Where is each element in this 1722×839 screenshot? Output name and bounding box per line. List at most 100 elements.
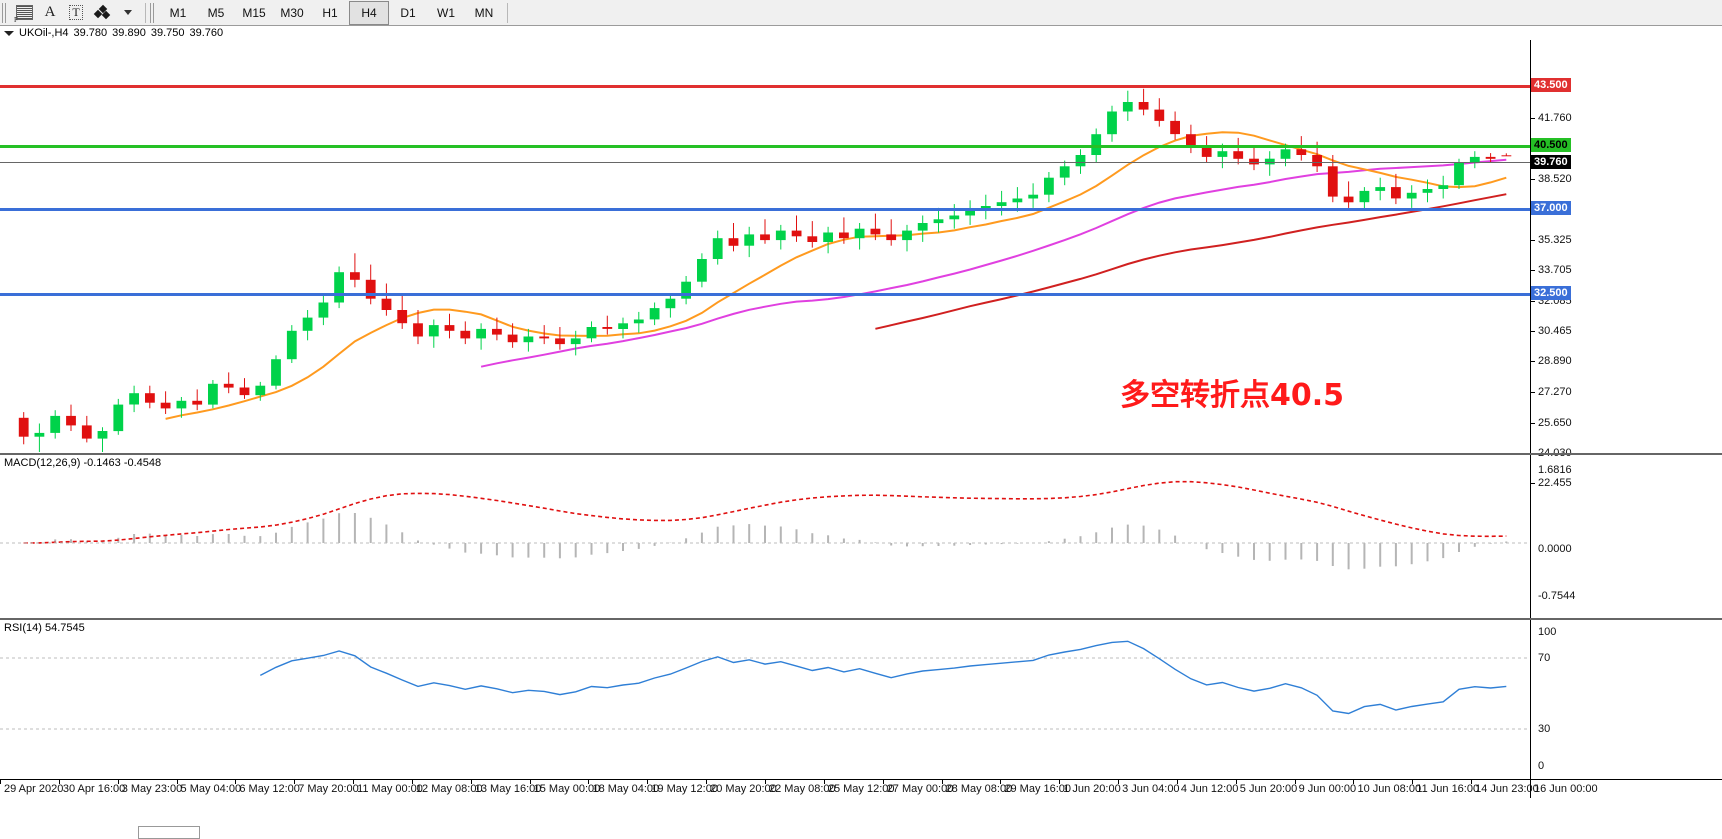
objects-icon[interactable] <box>89 2 115 24</box>
price-tick <box>1531 117 1535 119</box>
macd-pane[interactable]: MACD(12,26,9) -0.1463 -0.4548 1.6816 0.0… <box>0 453 1722 617</box>
symbol-info-bar: UKOil-,H4 39.780 39.890 39.750 39.760 <box>0 26 1722 40</box>
timeframe-m5[interactable]: M5 <box>207 5 225 20</box>
timeframe-m1[interactable]: M1 <box>169 5 187 20</box>
level-line-39760 <box>0 162 1530 163</box>
price-tick <box>1531 331 1535 333</box>
time-tick <box>1059 780 1061 784</box>
level-line-43500 <box>0 85 1530 88</box>
symbol-name: UKOil-,H4 <box>19 27 69 39</box>
time-tick-label: 27 May 00:00 <box>886 783 954 795</box>
time-tick <box>0 780 1 784</box>
price-tick-label: 35.325 <box>1538 233 1572 246</box>
time-tick-label: 30 Apr 16:00 <box>62 783 126 795</box>
ohlc-high: 39.890 <box>112 27 146 39</box>
time-axis[interactable]: 29 Apr 2020 30 Apr 16:00 3 May 23:00 5 May … <box>0 779 1722 799</box>
time-tick <box>294 780 296 784</box>
timeframe-m15[interactable]: M15 <box>242 5 266 20</box>
price-tick-label: 38.520 <box>1538 173 1572 186</box>
timeframe-d1[interactable]: D1 <box>400 5 416 20</box>
macd-axis-zero: 0.0000 <box>1538 543 1572 555</box>
macd-series-svg <box>0 480 1530 570</box>
ohlc-open: 39.780 <box>73 27 108 39</box>
price-tick <box>1531 361 1535 363</box>
time-tick <box>1471 780 1473 784</box>
time-tick-label: 15 May 00:00 <box>533 783 601 795</box>
time-tick <box>529 780 531 784</box>
macd-plot <box>0 455 1530 615</box>
time-tick-label: 7 May 20:00 <box>298 783 359 795</box>
time-tick-label: 25 May 12:00 <box>827 783 895 795</box>
timeframe-m30[interactable]: M30 <box>280 5 304 20</box>
status-bar <box>0 826 1722 839</box>
crosshair-grid-icon[interactable]: F <box>11 2 37 24</box>
price-tick-label: 27.270 <box>1538 385 1572 398</box>
price-tick-label: 33.705 <box>1538 264 1572 277</box>
timeframe-w1[interactable]: W1 <box>437 5 455 20</box>
price-tick <box>1531 239 1535 241</box>
timeframe-mn[interactable]: MN <box>474 5 494 20</box>
time-tick <box>411 780 413 784</box>
time-tick <box>117 780 119 784</box>
price-tick <box>1531 391 1535 393</box>
macd-axis-min: -0.7544 <box>1538 590 1576 602</box>
price-tick-label: 28.890 <box>1538 355 1572 368</box>
timeframe-grip[interactable] <box>150 2 156 23</box>
chevron-down-icon[interactable] <box>115 2 141 24</box>
price-tag-43500: 43.500 <box>1531 78 1571 92</box>
time-tick-label: 19 May 12:00 <box>651 783 718 795</box>
time-tick-label: 11 May 00:00 <box>357 783 423 795</box>
price-tick-label: 41.760 <box>1538 111 1572 124</box>
time-tick-label: 1 Jun 20:00 <box>1063 783 1121 795</box>
timeframe-h4[interactable]: H4 <box>349 0 389 25</box>
time-tick-label: 11 Jun 16:00 <box>1416 783 1480 795</box>
time-tick-label: 9 Jun 00:00 <box>1298 783 1357 795</box>
time-tick-label: 16 Jun 00:00 <box>1534 783 1598 795</box>
main-toolbar[interactable]: F A T M1 M5 M15 M30 H1 H4 D1 W1 MN <box>0 0 1722 26</box>
price-tag-39760: 39.760 <box>1531 155 1571 169</box>
time-tick <box>176 780 178 784</box>
text-box-icon[interactable]: T <box>63 2 89 24</box>
macd-axis-max: 1.6816 <box>1538 464 1572 476</box>
toolbar-divider-2 <box>507 2 508 23</box>
level-line-32500 <box>0 293 1530 296</box>
time-tick <box>1353 780 1355 784</box>
timeframe-h1[interactable]: H1 <box>322 5 338 20</box>
price-pane[interactable] <box>0 40 1530 452</box>
time-tick <box>1176 780 1178 784</box>
time-tick-label: 6 May 12:00 <box>239 783 300 795</box>
price-tick-label: 22.455 <box>1538 476 1572 489</box>
toolbar-divider <box>145 2 146 23</box>
time-tick <box>1530 780 1531 784</box>
text-label-icon[interactable]: A <box>44 4 56 20</box>
time-tick-label: 5 Jun 20:00 <box>1239 783 1298 795</box>
time-tick-label: 12 May 08:00 <box>415 783 483 795</box>
rsi-axis-30: 30 <box>1538 723 1551 735</box>
price-tick-label: 30.465 <box>1538 325 1572 338</box>
price-tag-37000: 37.000 <box>1531 201 1571 215</box>
chart-area[interactable]: 多空转折点40.5 41.760 38.520 35.325 33.705 32.085… <box>0 40 1722 839</box>
rsi-plot <box>0 620 1530 779</box>
rsi-pane[interactable]: RSI(14) 54.7545 100 70 30 0 <box>0 618 1722 781</box>
rsi-axis-0: 0 <box>1538 760 1545 772</box>
time-tick-label: 13 May 16:00 <box>474 783 542 795</box>
level-line-37000 <box>0 208 1530 211</box>
toolbar-grip[interactable] <box>2 2 8 23</box>
price-tick-label: 25.650 <box>1538 416 1572 429</box>
time-tick-label: 18 May 04:00 <box>592 783 660 795</box>
price-tick <box>1531 179 1535 181</box>
time-tick-label: 5 May 04:00 <box>180 783 242 795</box>
status-box <box>138 826 200 839</box>
price-tick <box>1531 422 1535 424</box>
time-tick-label: 29 Apr 2020 <box>4 783 64 795</box>
time-tick-label: 10 Jun 08:00 <box>1357 783 1422 795</box>
time-tick <box>647 780 649 784</box>
price-tick <box>1531 300 1535 302</box>
time-tick <box>1000 780 1002 784</box>
rsi-axis-100: 100 <box>1538 626 1557 638</box>
rsi-label: RSI(14) 54.7545 <box>4 622 85 634</box>
time-tick <box>353 780 355 784</box>
time-tick <box>823 780 825 784</box>
collapse-arrow-icon[interactable] <box>4 30 14 36</box>
price-tag-40500: 40.500 <box>1531 138 1571 152</box>
